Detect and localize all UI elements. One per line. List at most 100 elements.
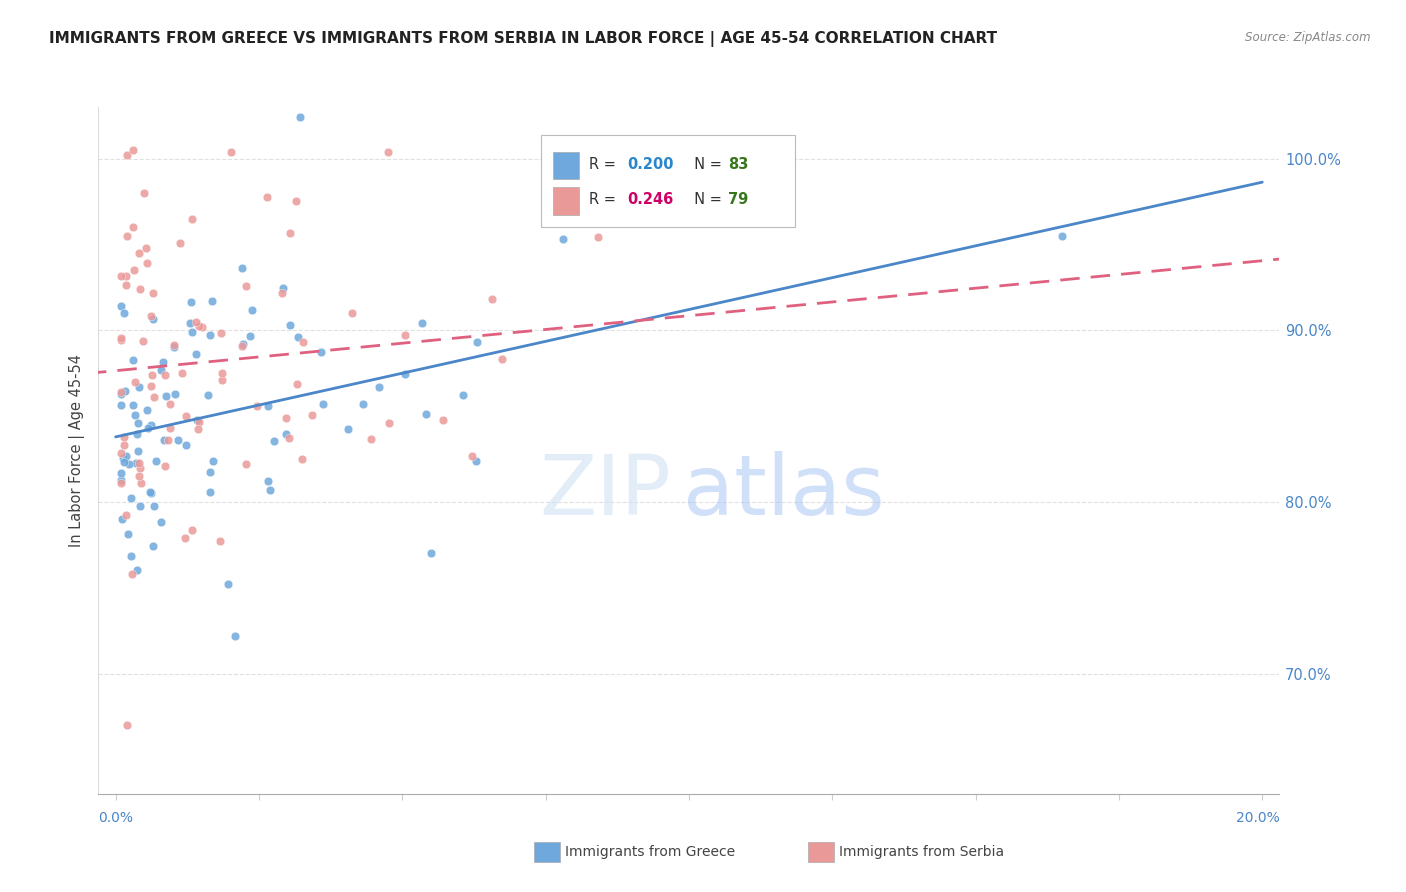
Point — [139, 418, 162, 433]
Point — [173, 531, 195, 545]
Point — [432, 412, 454, 426]
Point — [257, 399, 280, 413]
Point — [156, 434, 179, 448]
Point — [129, 499, 152, 513]
Point — [217, 576, 239, 591]
Point — [186, 347, 208, 361]
Point — [259, 483, 281, 497]
Text: IMMIGRANTS FROM GREECE VS IMMIGRANTS FROM SERBIA IN LABOR FORCE | AGE 45-54 CORR: IMMIGRANTS FROM GREECE VS IMMIGRANTS FRO… — [49, 31, 997, 47]
Text: 83: 83 — [728, 157, 748, 171]
Point — [155, 388, 177, 402]
Point — [135, 241, 157, 255]
Point — [124, 375, 146, 389]
Point — [110, 299, 132, 313]
Text: R =: R = — [589, 157, 620, 171]
Point — [174, 409, 197, 423]
Text: 20.0%: 20.0% — [1236, 811, 1279, 825]
Point — [143, 390, 166, 404]
Bar — [553, 152, 579, 179]
Point — [115, 718, 138, 732]
Point — [121, 567, 143, 582]
Point — [125, 563, 148, 577]
Point — [288, 111, 311, 125]
Point — [181, 212, 204, 227]
Point — [115, 269, 138, 284]
Point — [159, 421, 181, 435]
Point — [118, 457, 141, 471]
Text: 79: 79 — [728, 193, 748, 207]
Point — [141, 378, 163, 392]
Point — [278, 318, 301, 333]
Point — [110, 333, 132, 347]
Point — [110, 473, 132, 487]
Point — [112, 455, 135, 469]
Text: Source: ZipAtlas.com: Source: ZipAtlas.com — [1246, 31, 1371, 45]
Point — [240, 303, 263, 318]
Point — [377, 416, 399, 430]
Point — [141, 486, 163, 500]
Point — [280, 227, 302, 241]
Point — [110, 399, 132, 413]
Point — [235, 279, 257, 293]
Point — [367, 380, 389, 394]
Point — [134, 186, 156, 200]
Point — [169, 235, 191, 250]
Point — [287, 330, 309, 344]
Point — [150, 363, 173, 377]
Point — [153, 368, 176, 382]
Point — [165, 386, 187, 401]
Point — [115, 449, 138, 463]
Point — [188, 318, 211, 333]
Point — [125, 427, 148, 442]
Point — [110, 475, 132, 490]
Point — [211, 373, 233, 387]
Point — [465, 454, 488, 468]
Point — [172, 366, 194, 380]
Point — [115, 148, 138, 162]
Point — [202, 454, 225, 468]
Point — [150, 515, 173, 529]
Point — [276, 427, 298, 442]
Point — [231, 260, 253, 275]
Point — [114, 384, 136, 398]
Point — [136, 256, 159, 270]
Point — [239, 329, 262, 343]
Point — [187, 422, 209, 436]
Point — [111, 450, 134, 465]
Point — [141, 368, 163, 383]
Text: N =: N = — [685, 193, 727, 207]
Point — [198, 485, 221, 500]
Point — [114, 278, 136, 293]
Point — [128, 468, 150, 483]
Point — [186, 413, 208, 427]
Text: atlas: atlas — [683, 451, 884, 533]
Point — [181, 325, 204, 339]
Point — [125, 456, 148, 470]
Point — [138, 485, 160, 500]
Point — [190, 319, 212, 334]
Point — [274, 410, 297, 425]
Point — [110, 269, 132, 284]
Point — [142, 285, 165, 300]
Point — [211, 366, 233, 380]
Point — [180, 294, 202, 309]
Point — [122, 262, 145, 277]
Point — [198, 465, 221, 479]
Point — [112, 306, 135, 320]
Point — [153, 433, 176, 447]
Point — [115, 228, 138, 243]
Point — [309, 345, 332, 359]
Point — [179, 316, 201, 330]
Point — [159, 397, 181, 411]
Point — [271, 285, 294, 300]
Point — [135, 402, 157, 417]
Text: N =: N = — [685, 157, 727, 171]
Point — [246, 399, 269, 413]
Point — [200, 327, 222, 342]
Point — [461, 449, 484, 463]
Point — [110, 331, 132, 345]
Point — [121, 220, 143, 235]
Point — [187, 415, 209, 429]
Point — [153, 458, 176, 473]
Point — [360, 432, 382, 446]
